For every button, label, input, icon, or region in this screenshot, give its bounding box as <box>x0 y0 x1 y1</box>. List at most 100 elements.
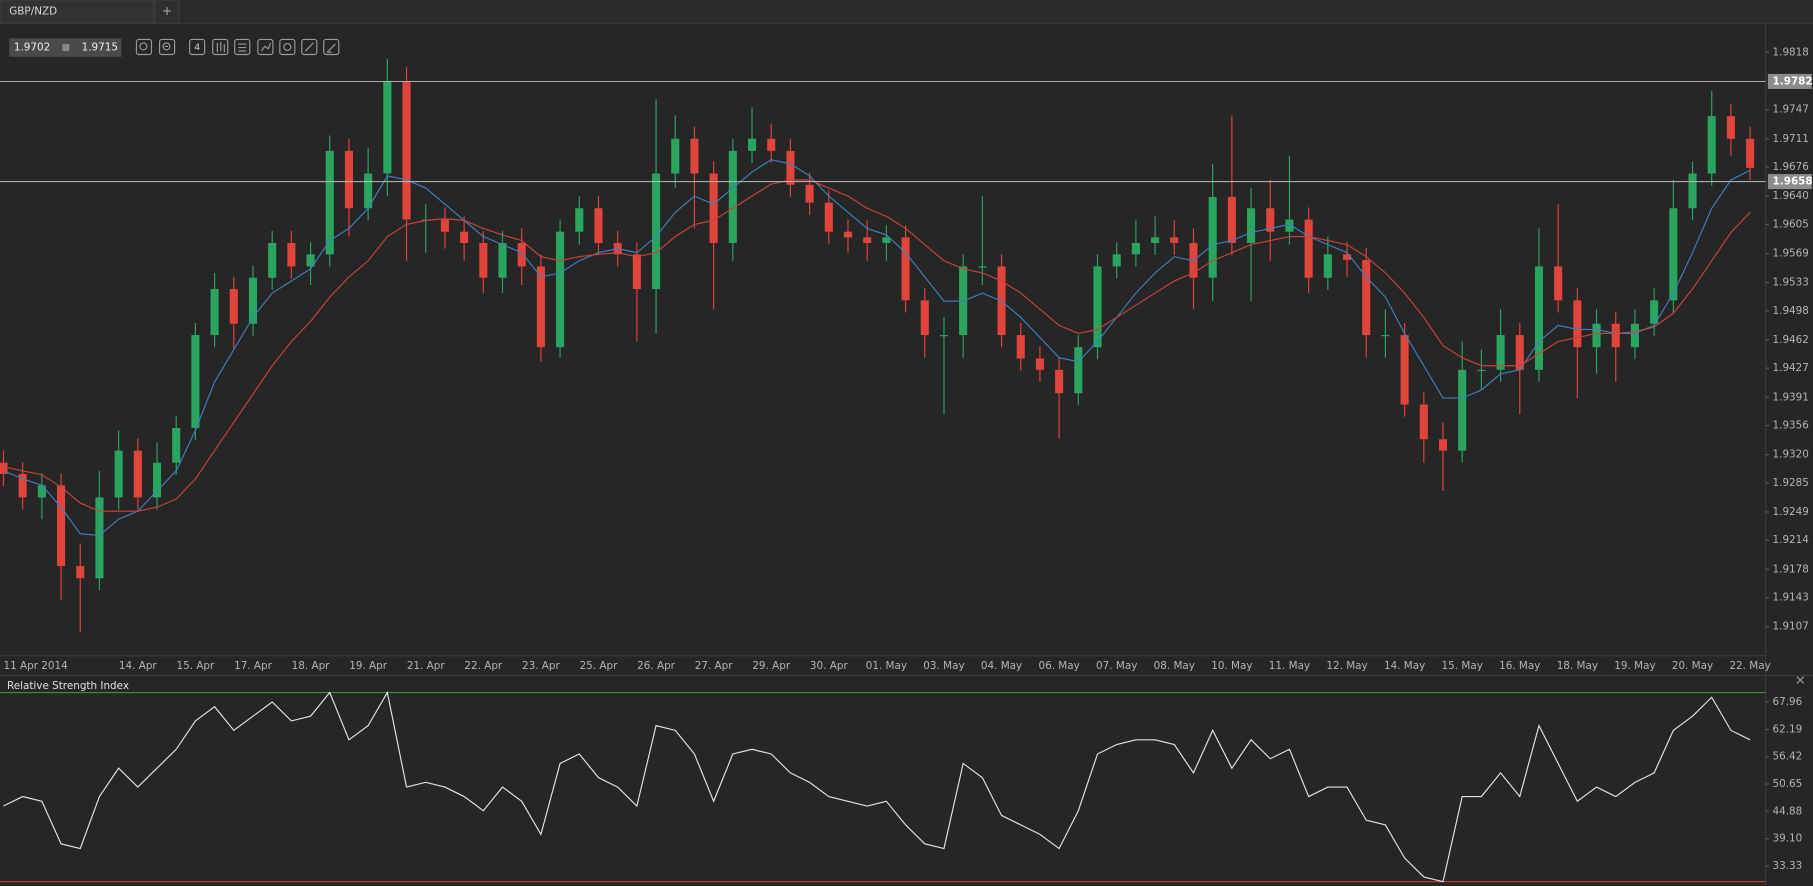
x-tick-label: 14. May <box>1384 660 1425 672</box>
candle-body <box>1285 219 1294 232</box>
x-tick-label: 19. Apr <box>349 660 388 672</box>
candle-body <box>1611 323 1620 348</box>
y-tick-label: 1.9605 <box>1773 218 1809 230</box>
candle-body <box>229 289 238 324</box>
add-tab-label[interactable]: + <box>162 3 173 18</box>
candle-body <box>1726 116 1735 139</box>
price-line-tag <box>1767 174 1812 190</box>
y-tick-label: 44.88 <box>1773 805 1803 817</box>
candle-body <box>575 208 584 232</box>
candle-body <box>1035 358 1044 370</box>
candle-body <box>747 138 757 151</box>
candle-body <box>1438 439 1448 451</box>
candle-body <box>1592 323 1601 348</box>
y-tick-label: 1.9427 <box>1773 362 1809 374</box>
candle-body <box>1151 237 1160 243</box>
x-tick-label: 11. May <box>1269 660 1310 672</box>
y-tick-label: 1.9320 <box>1773 449 1809 461</box>
candle-body <box>1131 242 1140 255</box>
y-tick-label: 1.9356 <box>1773 420 1809 432</box>
y-tick-label: 1.9498 <box>1773 305 1809 317</box>
candle-body <box>287 242 296 267</box>
candle-body <box>767 138 776 151</box>
interval-label[interactable]: 4 <box>194 42 200 53</box>
draw-pen[interactable] <box>323 38 340 56</box>
candle-body <box>1630 323 1639 348</box>
candle-body <box>1112 254 1121 267</box>
tab-label[interactable]: GBP/NZD <box>9 6 57 18</box>
candle-body <box>824 202 833 232</box>
candle-body <box>1669 208 1678 301</box>
close-indicator[interactable] <box>1796 676 1805 684</box>
x-tick-label: 22. Apr <box>464 660 503 672</box>
zoom-in[interactable] <box>158 38 176 56</box>
x-tick-label: 30. Apr <box>810 660 849 672</box>
candle-body <box>1323 254 1332 278</box>
candle-body <box>57 485 66 567</box>
x-tick-label: 15. Apr <box>177 660 216 672</box>
candle-body <box>536 266 545 348</box>
candle-body <box>1746 138 1755 168</box>
interval-button[interactable]: 4 <box>189 38 206 56</box>
y-tick-label: 1.9818 <box>1773 46 1809 58</box>
y-tick-label: 1.9143 <box>1773 592 1809 604</box>
x-tick-label: 10. May <box>1211 660 1252 672</box>
candle-body <box>18 474 27 498</box>
draw-line[interactable] <box>301 38 318 56</box>
x-tick-label: 15. May <box>1442 660 1483 672</box>
candle-body <box>594 208 603 243</box>
x-tick-label: 26. Apr <box>637 660 676 672</box>
candle-body <box>843 231 853 238</box>
candle-body <box>1016 335 1025 359</box>
candle-body <box>402 81 411 220</box>
x-tick-label: 01. May <box>866 660 907 672</box>
y-tick-label: 39.10 <box>1773 833 1803 845</box>
tab-bar <box>0 0 1813 24</box>
candle-body <box>690 138 699 174</box>
candle-body <box>479 242 488 278</box>
candle-body <box>1227 196 1236 243</box>
y-tick-label: 1.9640 <box>1773 190 1809 202</box>
y-tick-label: 67.96 <box>1773 696 1803 708</box>
objects[interactable] <box>279 38 296 56</box>
candle-body <box>325 150 334 255</box>
x-tick-label: 08. May <box>1154 660 1195 672</box>
price-line-tag <box>1767 73 1812 89</box>
y-tick-label: 50.65 <box>1773 778 1803 790</box>
candle-body <box>460 231 469 243</box>
candle-body <box>1400 335 1409 405</box>
candle-body <box>306 254 315 267</box>
candle-body <box>1170 237 1179 243</box>
candle-body <box>1458 369 1467 451</box>
y-tick-label: 1.9178 <box>1773 563 1809 575</box>
candle-body <box>1304 219 1313 278</box>
y-tick-label: 1.9747 <box>1773 104 1809 116</box>
x-tick-label: 11 Apr 2014 <box>3 660 68 672</box>
x-tick-label: 14. Apr <box>119 660 158 672</box>
y-tick-label: 1.9107 <box>1773 621 1809 633</box>
y-tick-label: 56.42 <box>1773 751 1803 763</box>
indicators[interactable] <box>234 38 251 56</box>
zoom-out[interactable] <box>135 38 153 56</box>
x-tick-label: 27. Apr <box>695 660 734 672</box>
rsi-line <box>3 690 1751 883</box>
y-tick-label: 1.9676 <box>1773 161 1809 173</box>
candle-body <box>210 289 219 336</box>
chart-type[interactable] <box>212 38 229 56</box>
templates[interactable] <box>257 38 274 56</box>
y-tick-label: 33.33 <box>1773 860 1803 872</box>
candle-body <box>1381 335 1390 337</box>
bid-price: 1.9702 <box>14 42 50 54</box>
candle-body <box>978 266 987 268</box>
candle-body <box>1534 266 1544 370</box>
x-tick-label: 21. Apr <box>407 660 446 672</box>
candle-body <box>95 497 104 579</box>
candle-body <box>1573 300 1582 348</box>
candle-body <box>805 184 814 203</box>
candle-body <box>1074 347 1083 394</box>
moving-average <box>3 179 1751 512</box>
x-tick-label: 20. May <box>1672 660 1713 672</box>
candle-body <box>517 242 526 267</box>
